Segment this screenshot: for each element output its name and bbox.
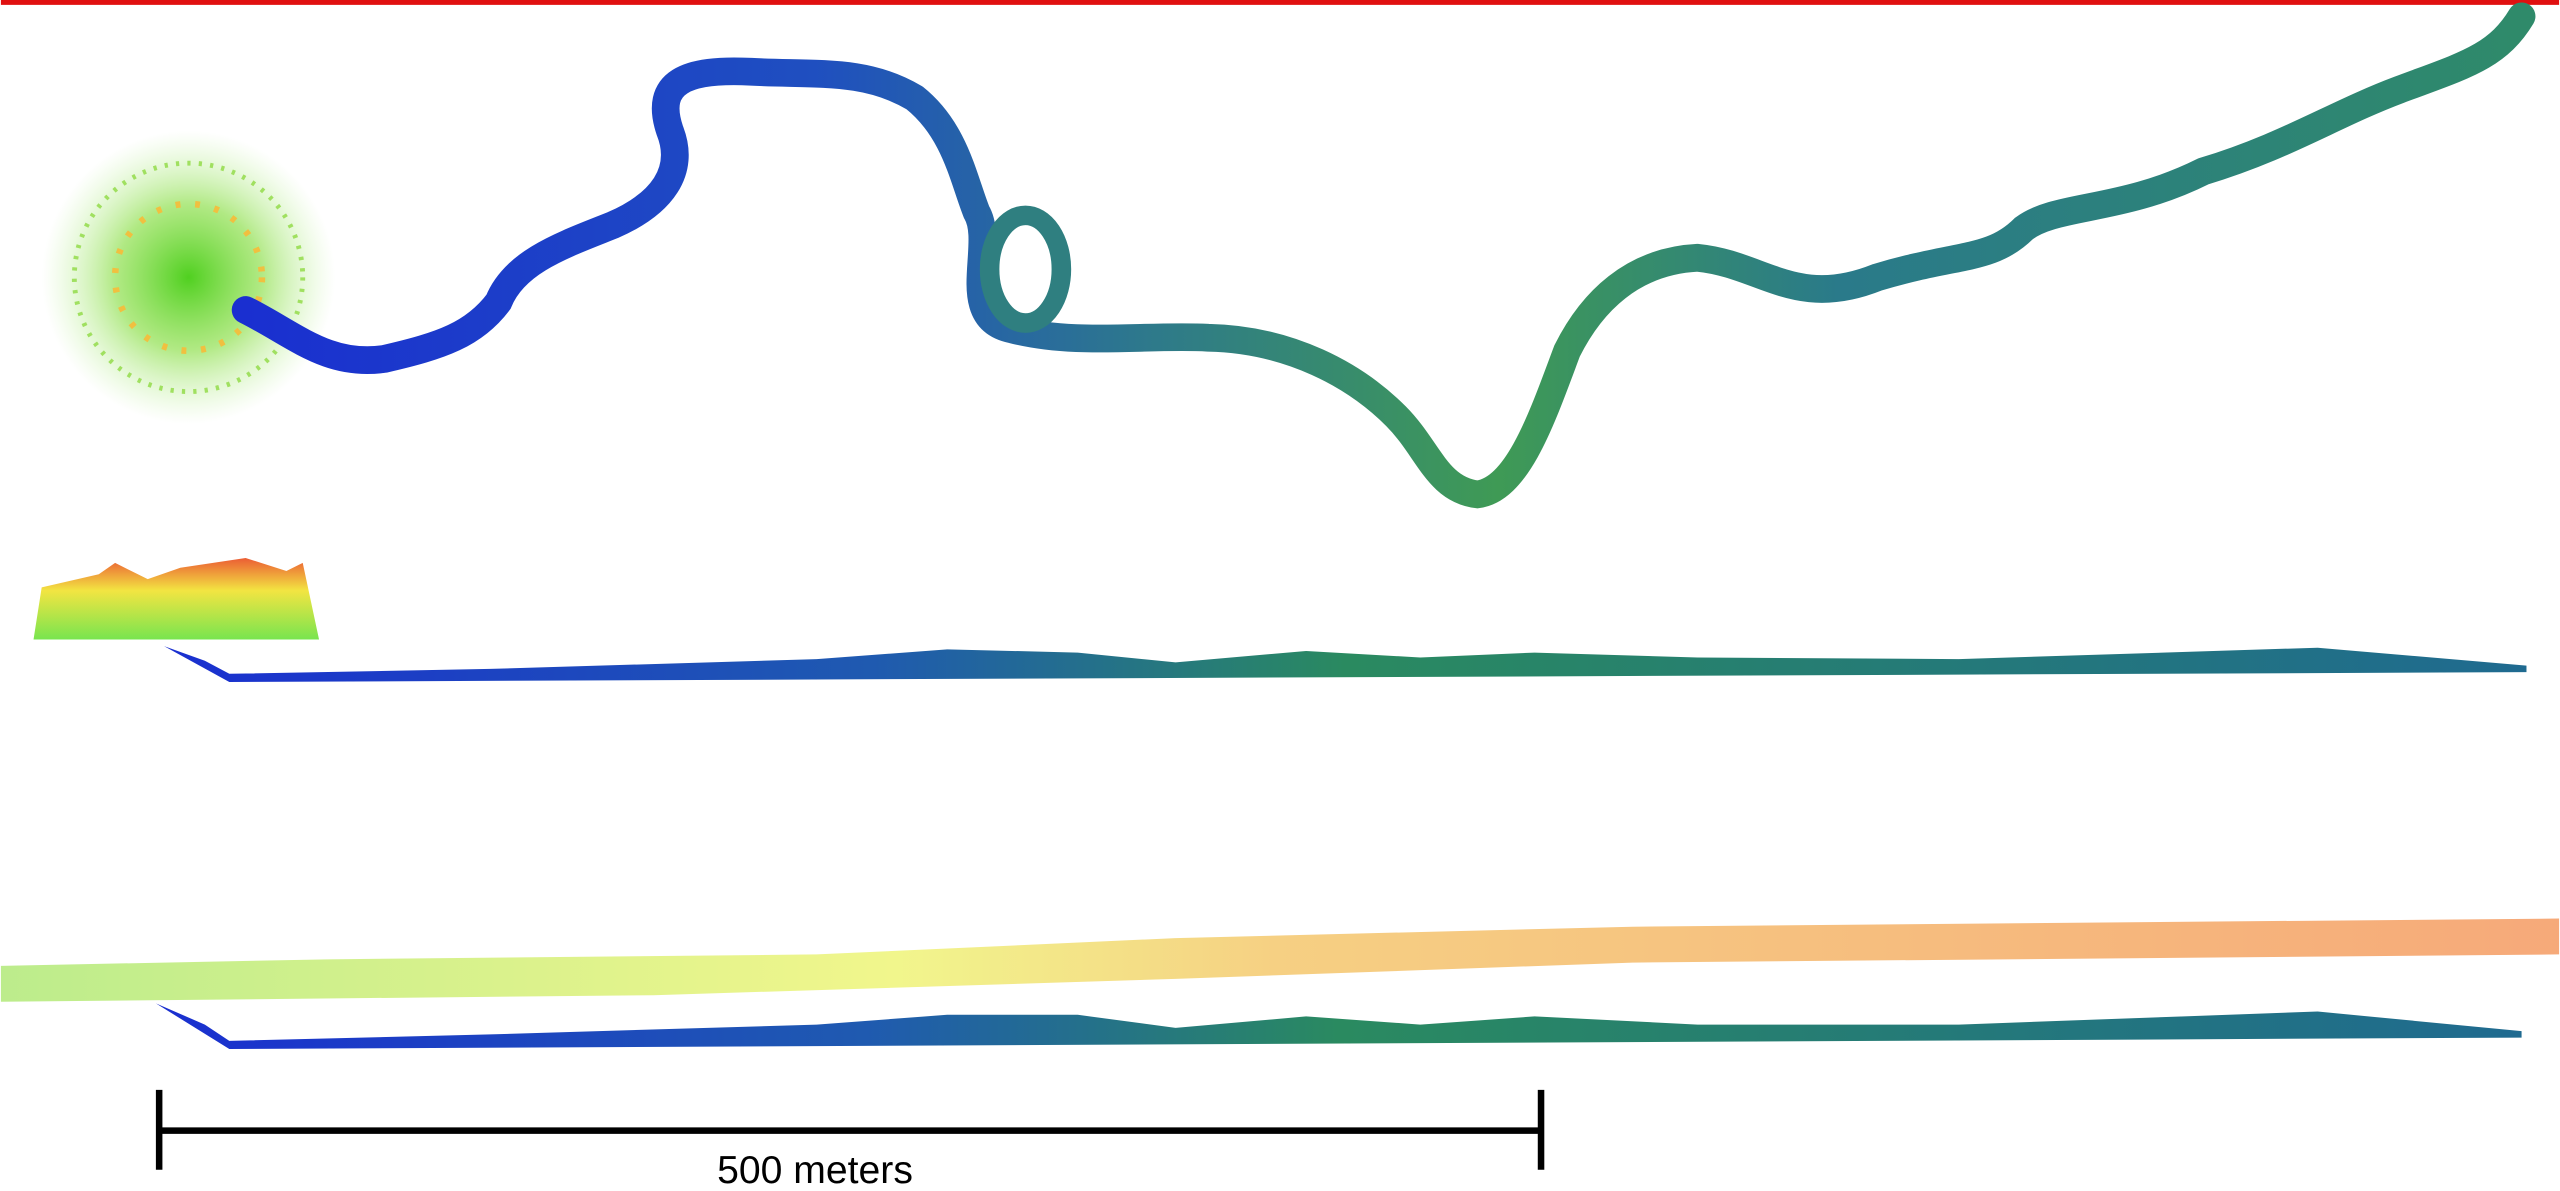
ground-profile <box>164 646 2527 682</box>
site-ring <box>111 200 266 355</box>
site-ring <box>71 160 306 395</box>
profile-view-2 <box>0 918 2560 1050</box>
scale-label: 500 meters <box>717 1149 913 1191</box>
ground-profile <box>155 1003 2522 1050</box>
plan-view <box>41 2 2536 509</box>
points-band <box>0 918 2560 1002</box>
river <box>231 2 2536 509</box>
scale-bar: 500 meters <box>155 1089 1545 1191</box>
trees <box>33 557 320 640</box>
river-island <box>979 205 1072 333</box>
site-cloud <box>41 130 336 425</box>
profile-view-1 <box>33 557 2527 682</box>
